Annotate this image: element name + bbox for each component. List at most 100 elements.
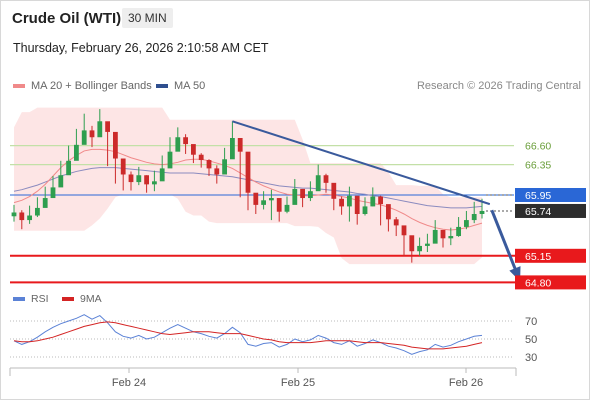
tag-last-price-bg bbox=[515, 203, 586, 218]
timeframe-badge[interactable]: 30 MIN bbox=[122, 8, 173, 28]
candle-body bbox=[284, 204, 290, 212]
candle-body bbox=[331, 182, 337, 199]
candle-body bbox=[11, 212, 17, 217]
candle-body bbox=[479, 210, 485, 214]
tag-last-price: 65.74 bbox=[515, 203, 586, 218]
candle-body bbox=[191, 144, 196, 155]
tag-resistance-2: 66.35 bbox=[525, 160, 551, 172]
candle-body bbox=[214, 168, 220, 175]
candle-body bbox=[464, 220, 469, 227]
candle-body bbox=[81, 130, 87, 145]
candle-body bbox=[315, 175, 321, 192]
ma20-label: MA 20 + Bollinger Bands bbox=[31, 80, 152, 92]
rsi-label: RSI bbox=[31, 293, 49, 305]
candle-body bbox=[74, 144, 79, 161]
candle-body bbox=[308, 191, 313, 199]
candle-body bbox=[50, 187, 56, 199]
candle-body bbox=[128, 174, 134, 183]
candle-body bbox=[339, 198, 344, 207]
candles bbox=[11, 109, 485, 263]
candle-body bbox=[35, 207, 40, 216]
candle-body bbox=[183, 137, 188, 145]
candle-body bbox=[253, 192, 259, 205]
candle-body bbox=[120, 158, 126, 175]
candle-body bbox=[354, 195, 360, 214]
tag-support-2-text: 64.80 bbox=[525, 277, 551, 289]
candle-body bbox=[269, 198, 274, 201]
tag-resistance-1-text: 66.60 bbox=[525, 141, 551, 153]
candle-body bbox=[386, 204, 391, 220]
rsi-ma-line bbox=[13, 321, 483, 350]
legend-rsi: RSI bbox=[13, 293, 49, 305]
candle-body bbox=[347, 195, 352, 207]
candle-body bbox=[167, 151, 173, 169]
x-tick-label: Feb 26 bbox=[449, 377, 483, 389]
candle-body bbox=[159, 168, 165, 182]
x-tick-label: Feb 24 bbox=[112, 377, 146, 389]
forecast-arrow bbox=[490, 209, 521, 280]
rsi-ma-label: 9MA bbox=[80, 293, 102, 305]
candle-body bbox=[42, 198, 48, 208]
candle-body bbox=[144, 175, 149, 185]
candle-body bbox=[113, 131, 118, 159]
candle-body bbox=[66, 160, 71, 176]
candle-body bbox=[440, 229, 446, 239]
rsi-tick-label: 70 bbox=[525, 316, 537, 328]
candle-body bbox=[105, 121, 110, 132]
candle-body bbox=[245, 151, 251, 193]
candle-body bbox=[58, 175, 64, 188]
candle-body bbox=[409, 235, 415, 252]
rsi-tick-label: 50 bbox=[525, 334, 537, 346]
candle-body bbox=[323, 175, 329, 183]
candle-body bbox=[378, 196, 383, 205]
candle-body bbox=[198, 154, 204, 161]
tag-support-2: 64.80 bbox=[515, 275, 586, 290]
legend-rsi-ma: 9MA bbox=[62, 293, 102, 305]
candle-body bbox=[97, 121, 103, 138]
candle-body bbox=[425, 243, 430, 246]
instrument-title: Crude Oil (WTI) bbox=[12, 10, 122, 27]
candle-body bbox=[456, 226, 461, 237]
tag-support-1-bg bbox=[515, 248, 586, 263]
candle-body bbox=[230, 138, 235, 160]
candle-body bbox=[27, 215, 32, 221]
candle-body bbox=[362, 206, 368, 214]
candle-body bbox=[222, 159, 227, 175]
candle-body bbox=[175, 137, 181, 152]
research-credit: Research © 2026 Trading Central bbox=[416, 80, 581, 92]
candle-body bbox=[393, 219, 399, 226]
tag-resistance-1: 66.60 bbox=[525, 141, 551, 153]
timestamp: Thursday, February 26, 2026 2:10:58 AM C… bbox=[13, 41, 269, 55]
candle-body bbox=[292, 188, 298, 205]
candle-body bbox=[89, 130, 95, 138]
candle-body bbox=[19, 212, 25, 221]
rsi-swatch bbox=[13, 297, 25, 301]
candle-body bbox=[206, 160, 212, 169]
candle-body bbox=[401, 225, 407, 236]
tag-current-bg bbox=[515, 188, 586, 202]
tag-current-text: 65.95 bbox=[525, 190, 551, 202]
x-tick-label: Feb 25 bbox=[281, 377, 315, 389]
candle-body bbox=[276, 198, 282, 212]
candle-body bbox=[152, 181, 157, 185]
candle-body bbox=[261, 200, 266, 205]
tag-support-1: 65.15 bbox=[515, 248, 586, 263]
tag-resistance-2-text: 66.35 bbox=[525, 160, 551, 172]
candle-body bbox=[136, 175, 142, 183]
candle-body bbox=[448, 236, 454, 239]
tag-support-1-text: 65.15 bbox=[525, 251, 551, 263]
legend-ma50: MA 50 bbox=[156, 80, 205, 92]
candle-body bbox=[237, 138, 243, 152]
tag-last-price-text: 65.74 bbox=[525, 206, 551, 218]
rsi-line bbox=[13, 314, 483, 355]
candle-body bbox=[432, 229, 438, 244]
trendline bbox=[232, 120, 491, 206]
rsi-ma-swatch bbox=[62, 297, 74, 301]
candle-body bbox=[300, 188, 305, 199]
candle-body bbox=[417, 245, 422, 252]
ma20-swatch bbox=[13, 84, 25, 88]
candle-body bbox=[370, 196, 376, 207]
tag-support-2-bg bbox=[515, 275, 586, 290]
ma50-label: MA 50 bbox=[174, 80, 206, 92]
